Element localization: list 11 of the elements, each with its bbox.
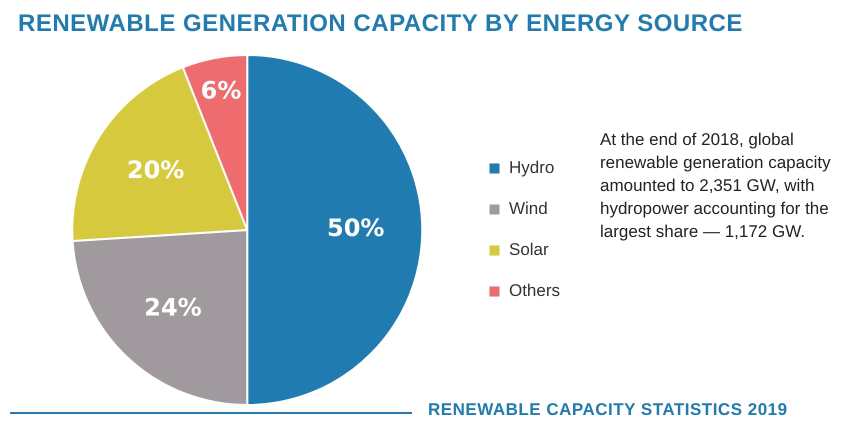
data-label: 50% xyxy=(327,214,384,242)
legend-label: Wind xyxy=(508,199,548,218)
text: At the end of 2018, global renewable generation capacity amounted to 2,351 GW, with hydropower accounting for the largest share — 1,172 GW. xyxy=(600,129,832,243)
legend-label: Solar xyxy=(508,240,550,260)
data-label: 24% xyxy=(144,293,202,322)
chart-title: RENEWABLE GENERATION CAPACITY BY ENERGY SOURCE xyxy=(18,10,743,38)
data-label: 20% xyxy=(126,156,184,184)
legend-label: Hydro xyxy=(508,158,554,178)
data-label: 6% xyxy=(200,76,242,105)
legend-label: Others xyxy=(508,281,560,300)
text: RENEWABLE CAPACITY STATISTICS 2019 xyxy=(428,400,788,420)
